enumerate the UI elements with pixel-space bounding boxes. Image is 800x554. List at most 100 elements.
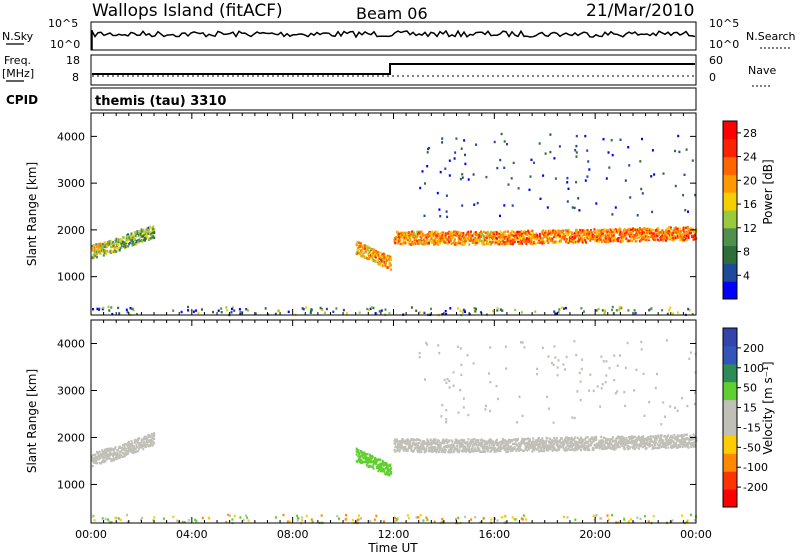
- vel-scatter-cell: [600, 439, 603, 442]
- power-scatter-cell: [94, 254, 97, 257]
- vel-scatter-cell: [396, 449, 398, 452]
- vel-low-range-cell: [183, 521, 186, 524]
- power-low-range-cell: [247, 309, 249, 312]
- power-scatter-cell: [639, 233, 642, 237]
- vel-colorbar-segment: [723, 399, 737, 418]
- vel-scatter-cell: [638, 435, 640, 438]
- vel-scatter-cell: [91, 464, 94, 468]
- vel-scatter-cell: [389, 463, 392, 466]
- power-scatter-cell: [600, 238, 603, 241]
- vel-scatter-cell: [369, 453, 372, 457]
- vel-scatter-cell: [564, 438, 567, 441]
- vel-scatter-cell: [375, 460, 378, 463]
- vel-scatter-cell: [565, 439, 568, 443]
- vel-scatter-cell: [503, 444, 506, 448]
- vel-far-cell: [462, 406, 465, 409]
- power-far-cell: [662, 172, 665, 175]
- power-scatter-cell: [554, 233, 556, 236]
- vel-scatter-cell: [576, 442, 579, 445]
- vel-far-cell: [674, 406, 677, 409]
- vel-scatter-cell: [449, 444, 451, 447]
- power-scatter-cell: [126, 238, 129, 241]
- power-scatter-cell: [678, 231, 681, 234]
- power-scatter-cell: [694, 233, 697, 236]
- vel-scatter-cell: [470, 447, 473, 451]
- vel-scatter-cell: [123, 454, 126, 458]
- power-scatter-cell: [631, 239, 634, 243]
- power-scatter-cell: [413, 239, 416, 242]
- vel-scatter-cell: [376, 464, 379, 467]
- vel-scatter-cell: [675, 442, 677, 445]
- power-far-cell: [445, 194, 448, 197]
- power-low-range-cell: [492, 309, 495, 313]
- vel-low-range-cell: [375, 514, 378, 518]
- vel-scatter-cell: [460, 443, 463, 447]
- nave-label: Nave: [748, 64, 776, 77]
- power-scatter-cell: [140, 230, 143, 233]
- vel-scatter-cell: [539, 446, 542, 450]
- vel-scatter-cell: [475, 440, 478, 443]
- vel-scatter-cell: [648, 437, 651, 441]
- vel-scatter-cell: [443, 447, 446, 450]
- vel-scatter-cell: [390, 471, 393, 474]
- power-scatter-cell: [660, 238, 663, 241]
- power-scatter-cell: [511, 234, 514, 237]
- power-scatter-cell: [371, 257, 374, 260]
- vel-scatter-cell: [549, 447, 552, 451]
- power-far-cell: [499, 214, 501, 218]
- power-far-cell: [610, 139, 613, 142]
- power-scatter-cell: [420, 237, 423, 240]
- power-scatter-cell: [143, 231, 146, 234]
- vel-scatter-cell: [467, 443, 470, 446]
- power-far-cell: [587, 160, 590, 163]
- vel-scatter-cell: [620, 442, 623, 445]
- power-scatter-cell: [361, 254, 364, 257]
- vel-scatter-cell: [527, 448, 530, 451]
- vel-far-cell: [456, 345, 459, 348]
- vel-scatter-cell: [603, 444, 606, 447]
- vel-scatter-cell: [101, 460, 104, 464]
- power-low-range-cell: [441, 313, 444, 316]
- power-scatter-cell: [685, 238, 688, 242]
- vel-scatter-cell: [512, 442, 514, 446]
- vel-low-range-cell: [393, 520, 396, 523]
- power-scatter-cell: [122, 236, 125, 239]
- power-scatter-cell: [467, 232, 470, 235]
- power-far-cell: [549, 150, 552, 154]
- vel-scatter-cell: [478, 448, 481, 451]
- vel-scatter-cell: [680, 439, 682, 442]
- power-scatter-cell: [488, 238, 491, 242]
- power-scatter-cell: [493, 237, 496, 241]
- vel-scatter-cell: [527, 441, 530, 445]
- vel-far-cell: [541, 346, 544, 350]
- vel-far-cell: [600, 387, 603, 390]
- power-far-cell: [602, 138, 605, 141]
- power-low-range-cell: [125, 308, 128, 311]
- vel-scatter-cell: [110, 447, 113, 450]
- power-scatter-cell: [138, 229, 141, 233]
- vel-scatter-cell: [536, 443, 539, 447]
- vel-far-cell: [484, 408, 487, 411]
- power-scatter-cell: [657, 226, 660, 230]
- vel-scatter-cell: [384, 463, 387, 467]
- power-low-range-cell: [601, 309, 604, 312]
- vel-far-cell: [592, 389, 595, 393]
- vel-scatter-cell: [640, 445, 643, 448]
- power-ylabel: Slant Range [km]: [25, 162, 39, 266]
- vel-colorbar-tick-label: -15: [743, 421, 761, 434]
- power-scatter-cell: [378, 257, 381, 260]
- vel-scatter-cell: [100, 454, 103, 458]
- vel-far-cell: [460, 373, 463, 377]
- power-scatter-cell: [146, 236, 149, 239]
- power-scatter-cell: [641, 230, 644, 233]
- vel-scatter-cell: [438, 448, 441, 451]
- vel-scatter-cell: [598, 442, 601, 446]
- power-scatter-cell: [422, 242, 425, 246]
- vel-far-cell: [635, 368, 638, 371]
- vel-far-cell: [579, 380, 582, 383]
- power-scatter-cell: [641, 228, 644, 231]
- vel-scatter-cell: [672, 436, 675, 439]
- power-scatter-cell: [521, 242, 524, 245]
- vel-scatter-cell: [480, 442, 483, 445]
- vel-scatter-cell: [381, 459, 384, 463]
